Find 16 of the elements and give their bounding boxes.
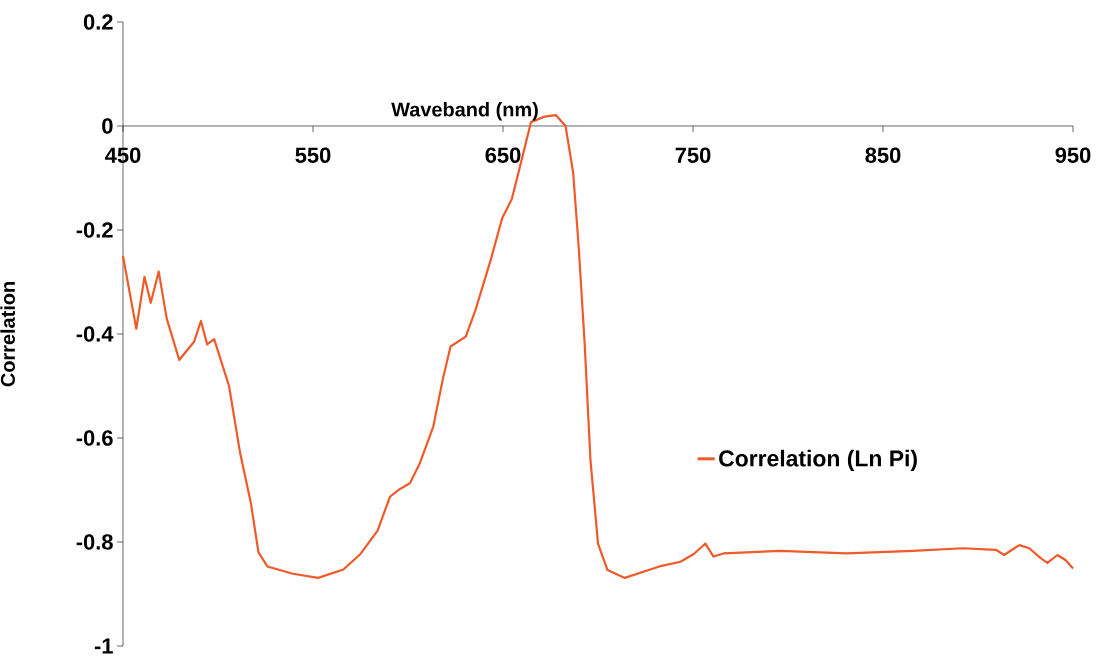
x-tick-label: 450: [105, 147, 141, 163]
y-tick-label: -0.6: [76, 430, 113, 446]
x-tick-label: 950: [1055, 147, 1091, 163]
y-axis-title: Correlation: [0, 282, 15, 387]
x-tick-label: 650: [485, 147, 521, 163]
y-tick-label: -0.2: [76, 222, 113, 238]
legend-label: Correlation (Ln Pi): [719, 449, 917, 472]
y-tick-label: 0.2: [83, 14, 113, 30]
x-tick-label: 850: [865, 147, 901, 163]
x-axis-title: Waveband (nm): [391, 101, 538, 121]
y-tick-label: -0.8: [76, 534, 113, 550]
x-tick-label: 750: [675, 147, 711, 163]
y-tick-label: 0: [102, 118, 113, 134]
x-tick-label: 550: [295, 147, 331, 163]
y-tick-label: -0.4: [76, 326, 114, 342]
y-tick-label: -1: [94, 638, 113, 654]
